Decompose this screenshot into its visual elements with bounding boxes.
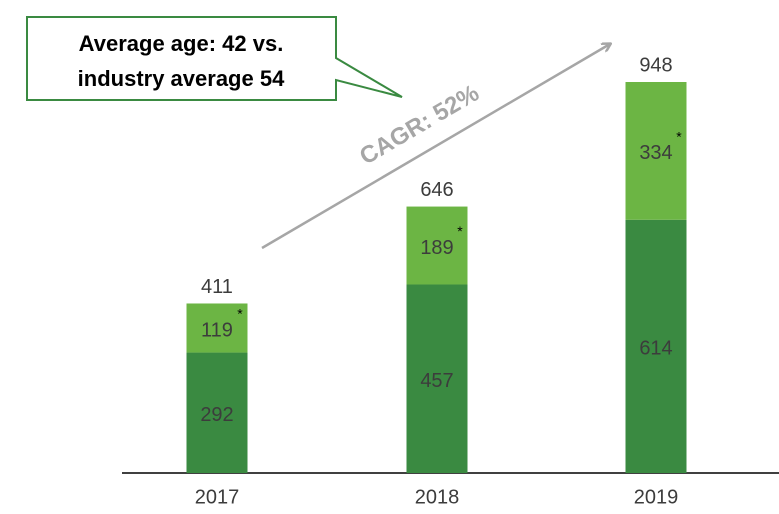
x-tick-label: 2019 <box>634 486 679 508</box>
bar-segment <box>406 206 468 285</box>
total-label: 948 <box>639 54 672 76</box>
footnote-mark: * <box>676 129 682 145</box>
segment-label: 614 <box>639 338 672 360</box>
segment-label: 457 <box>420 370 453 392</box>
bar-segment <box>186 303 248 353</box>
bar-segment <box>625 82 687 220</box>
x-tick-label: 2018 <box>415 486 460 508</box>
segment-label: 189 <box>420 237 453 259</box>
bar-segment <box>625 219 687 473</box>
trend-arrow <box>261 44 610 250</box>
footnote-mark: * <box>457 223 463 239</box>
callout-box <box>26 16 403 101</box>
bar-segment <box>186 352 248 473</box>
footnote-mark: * <box>237 306 243 322</box>
total-label: 646 <box>420 179 453 201</box>
segment-label: 334 <box>639 142 672 164</box>
x-tick-label: 2017 <box>195 486 240 508</box>
segment-label: 119 <box>201 319 233 341</box>
bar-segment <box>406 284 468 473</box>
segment-label: 292 <box>200 404 233 426</box>
callout-line: industry average 54 <box>78 66 285 91</box>
total-label: 411 <box>201 276 233 298</box>
callout-line: Average age: 42 vs. <box>79 31 284 56</box>
